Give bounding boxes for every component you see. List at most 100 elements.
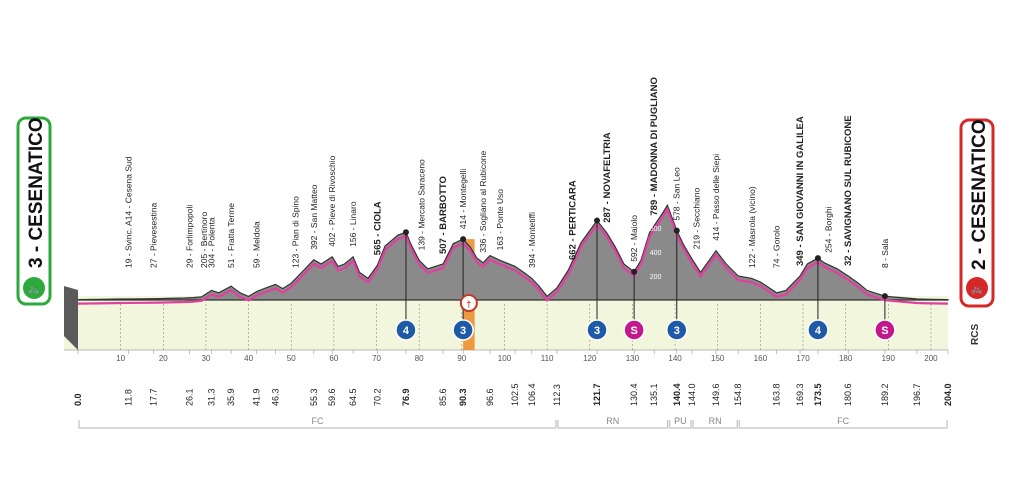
km-label: 76.9 bbox=[401, 388, 411, 406]
place-label: 59 - Meldola bbox=[252, 221, 262, 268]
place-label: 789 - MADONNA DI PUGLIANO bbox=[649, 77, 660, 215]
gpm-summit-dot bbox=[460, 236, 467, 243]
km-label: 189.2 bbox=[880, 383, 890, 406]
gpm-marker bbox=[452, 319, 474, 341]
place-label: 507 - BARBOTTO bbox=[438, 176, 449, 254]
place-label: 219 - Secchiano bbox=[691, 187, 701, 249]
gpm-summit-dot bbox=[814, 255, 821, 262]
gpm-category: 3 bbox=[460, 325, 466, 337]
road-section-label: PU bbox=[674, 416, 687, 426]
x-tick-label: 120 bbox=[583, 354, 597, 363]
place-label: 123 - Pian di Spino bbox=[291, 196, 301, 268]
place-label: 414 - Montegelli bbox=[458, 169, 468, 230]
start-badge-frame bbox=[16, 116, 52, 306]
road-section-label: FC bbox=[311, 416, 323, 426]
x-tick-label: 190 bbox=[882, 354, 896, 363]
y-tick-label: 200 bbox=[650, 274, 662, 281]
markers-layer: 4 3 3 3 4 S S † bbox=[395, 217, 896, 341]
km-label: 64.5 bbox=[348, 388, 358, 406]
x-tick-label: 70 bbox=[372, 354, 381, 363]
gpm-marker bbox=[395, 319, 417, 341]
feed-zone-glyph: † bbox=[466, 299, 471, 309]
x-tick-label: 30 bbox=[201, 354, 210, 363]
start-label: 3 - CESENATICO bbox=[26, 117, 47, 268]
km-label: 135.1 bbox=[649, 383, 659, 406]
sprint-point-dot bbox=[631, 268, 638, 275]
km-label: 140.4 bbox=[672, 383, 682, 406]
brand-logo: RCS bbox=[970, 324, 981, 345]
route-line bbox=[77, 206, 949, 305]
km-label: 35.9 bbox=[226, 388, 236, 406]
y-ticks: 200 400 600 bbox=[650, 226, 662, 281]
gpm-category: 4 bbox=[403, 325, 410, 337]
start-cyclist-glyph: 🚲 bbox=[28, 284, 40, 295]
gpm-summit-dot bbox=[402, 229, 409, 236]
gpm-category: 3 bbox=[674, 325, 680, 337]
finish-cyclist-icon bbox=[966, 277, 988, 299]
place-label: 578 - San Leo bbox=[672, 167, 682, 221]
relief-start-edge bbox=[64, 286, 78, 350]
km-label: 154.8 bbox=[733, 383, 743, 406]
place-label: 402 - Pieve di Rivoschio bbox=[327, 155, 337, 246]
x-tick-label: 60 bbox=[329, 354, 338, 363]
gpm-category: 4 bbox=[815, 325, 822, 337]
x-tick-label: 150 bbox=[711, 354, 725, 363]
x-tick-label: 10 bbox=[116, 354, 125, 363]
place-label: 19 - Svinc. A14 - Cesena Sud bbox=[123, 156, 133, 268]
km-label: 0.0 bbox=[73, 393, 83, 406]
road-section-bracket bbox=[692, 420, 738, 429]
km-label: 59.6 bbox=[327, 388, 337, 406]
place-label: 349 - SAN GIOVANNI IN GALILEA bbox=[795, 116, 806, 266]
y-tick-label: 400 bbox=[650, 250, 662, 257]
gpm-summit-dot bbox=[594, 217, 601, 224]
place-label: 392 - San Matteo bbox=[309, 184, 319, 249]
road-section-bracket bbox=[78, 420, 557, 429]
km-label: 173.5 bbox=[813, 383, 823, 406]
x-tick-label: 80 bbox=[415, 354, 424, 363]
km-label: 196.7 bbox=[912, 383, 922, 406]
km-label: 11.8 bbox=[123, 389, 133, 406]
place-label: 139 - Mercato Saraceno bbox=[416, 159, 426, 250]
km-label: 180.6 bbox=[843, 383, 853, 406]
place-label: 74 - Gorolo bbox=[772, 225, 782, 268]
sprint-marker bbox=[874, 319, 896, 341]
km-labels: 0.0 11.8 17.7 26.1 31.3 35.9 41.9 46.3 55.3 59.6 6… bbox=[73, 350, 953, 406]
km-label: 46.3 bbox=[270, 388, 280, 406]
x-tick-label: 90 bbox=[457, 354, 466, 363]
x-tick-label: 100 bbox=[498, 354, 512, 363]
x-tick-label: 180 bbox=[839, 354, 853, 363]
road-section-bracket bbox=[669, 420, 692, 429]
km-label: 41.9 bbox=[252, 388, 262, 406]
km-label: 112.3 bbox=[552, 384, 562, 406]
place-label: 662 - PERTICARA bbox=[568, 180, 579, 260]
gpm-category: 3 bbox=[594, 325, 600, 337]
km-label: 55.3 bbox=[309, 388, 319, 406]
finish-cyclist-glyph: 🚲 bbox=[971, 284, 983, 295]
place-label: 394 - Montetiffi bbox=[527, 212, 537, 268]
x-tick-label: 40 bbox=[244, 354, 253, 363]
km-label: 17.7 bbox=[148, 388, 158, 406]
feed-zone-icon bbox=[459, 294, 478, 312]
road-section-bracket bbox=[557, 420, 669, 429]
place-label: 592 - Maiolo bbox=[629, 215, 639, 262]
km-label: 121.7 bbox=[592, 383, 602, 406]
km-label: 149.6 bbox=[711, 383, 721, 406]
place-label: 304 - Polenta bbox=[206, 217, 216, 268]
place-label: 8 - Sala bbox=[880, 238, 890, 268]
relief-area bbox=[77, 203, 949, 301]
place-label: 254 - Borghi bbox=[824, 206, 834, 252]
finish-badge-frame bbox=[959, 118, 995, 308]
start-badge: 🚲 3 - CESENATICO bbox=[16, 116, 52, 306]
x-tick-label: 170 bbox=[796, 354, 810, 363]
km-label: 163.8 bbox=[772, 383, 782, 406]
gpm-marker bbox=[586, 319, 608, 341]
y-tick-label: 600 bbox=[650, 226, 662, 233]
x-tick-label: 130 bbox=[626, 354, 640, 363]
road-section-label: FC bbox=[837, 416, 849, 426]
km-label: 96.6 bbox=[485, 388, 495, 406]
road-section-label: RN bbox=[709, 416, 722, 426]
x-tick-label: 140 bbox=[668, 354, 682, 363]
road-section-bracket bbox=[738, 420, 948, 429]
